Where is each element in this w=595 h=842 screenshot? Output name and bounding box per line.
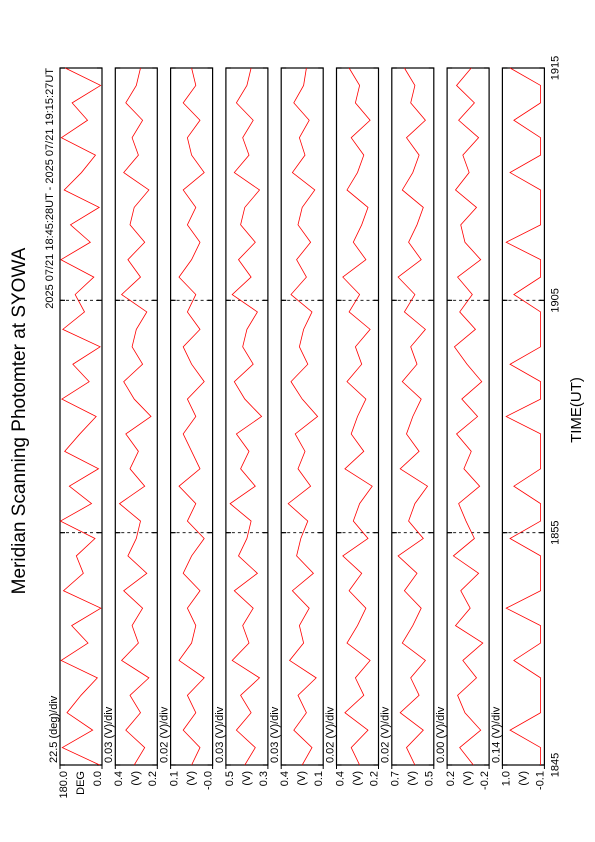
y-tick-label: 0.4 — [334, 771, 346, 786]
panel-frame — [170, 67, 214, 766]
panel-frame — [501, 67, 545, 766]
data-line — [452, 67, 484, 766]
data-line — [342, 67, 373, 766]
x-tick-label: 1845 — [549, 753, 561, 777]
panel-label: 0.03 (V)/div — [269, 706, 281, 763]
y-tick-label: 0.1 — [313, 771, 325, 786]
y-tick-label: 0.4 — [279, 771, 291, 786]
panel-label: 0.02 (V)/div — [324, 706, 336, 763]
y-tick-label: 0.4 — [113, 771, 125, 786]
chart-subtitle: 2025 07/21 18:45:28UT - 2025 07/21 19:15… — [44, 68, 56, 309]
y-tick-label: 0.7 — [390, 771, 402, 786]
unit-label: (V) — [241, 771, 253, 786]
unit-label: (V) — [517, 771, 529, 786]
data-line — [178, 67, 205, 766]
unit-label: DEG — [75, 771, 87, 795]
chart-title: Meridian Scanning Photomter at SYOWA — [9, 247, 30, 594]
y-tick-label: 1.0 — [500, 771, 512, 786]
panel-label: 0.02 (V)/div — [380, 706, 392, 763]
y-tick-label: 0.5 — [424, 771, 436, 786]
x-tick-label: 1905 — [549, 288, 561, 312]
unit-label: (V) — [296, 771, 308, 786]
y-tick-label: 0.3 — [258, 771, 270, 786]
y-tick-label: -0.1 — [534, 771, 546, 790]
unit-label: (V) — [351, 771, 363, 786]
x-axis-title: TIME(UT) — [568, 377, 585, 443]
data-line — [397, 67, 429, 766]
data-line — [229, 67, 263, 766]
data-line — [59, 67, 102, 766]
panel-label: 0.02 (V)/div — [159, 706, 171, 763]
panel-label: 22.5 (deg)/div — [48, 695, 60, 763]
panel-frame — [446, 67, 490, 766]
x-tick-label: 1915 — [549, 56, 561, 80]
y-tick-label: 0.2 — [147, 771, 159, 786]
y-tick-label: 0.2 — [445, 771, 457, 786]
panel-label: 0.00 (V)/div — [435, 706, 447, 763]
unit-label: (V) — [407, 771, 419, 786]
panel-label: 0.03 (V)/div — [103, 706, 115, 763]
y-tick-label: -0.0 — [203, 771, 215, 790]
panel-label: 0.03 (V)/div — [214, 706, 226, 763]
y-tick-label: 0.1 — [169, 771, 181, 786]
y-tick-label: 0.0 — [92, 771, 104, 786]
data-line — [118, 67, 152, 766]
data-line — [287, 67, 319, 766]
y-tick-label: 180.0 — [58, 771, 70, 799]
y-tick-label: 0.2 — [368, 771, 380, 786]
data-line — [505, 67, 541, 765]
panel-label: 0.14 (V)/div — [490, 706, 502, 763]
panel-frame — [280, 67, 324, 766]
unit-label: (V) — [130, 771, 142, 786]
unit-label: (V) — [462, 771, 474, 786]
y-tick-label: -0.2 — [479, 771, 491, 790]
x-tick-label: 1855 — [549, 520, 561, 544]
y-tick-label: 0.5 — [224, 771, 236, 786]
unit-label: (V) — [186, 771, 198, 786]
